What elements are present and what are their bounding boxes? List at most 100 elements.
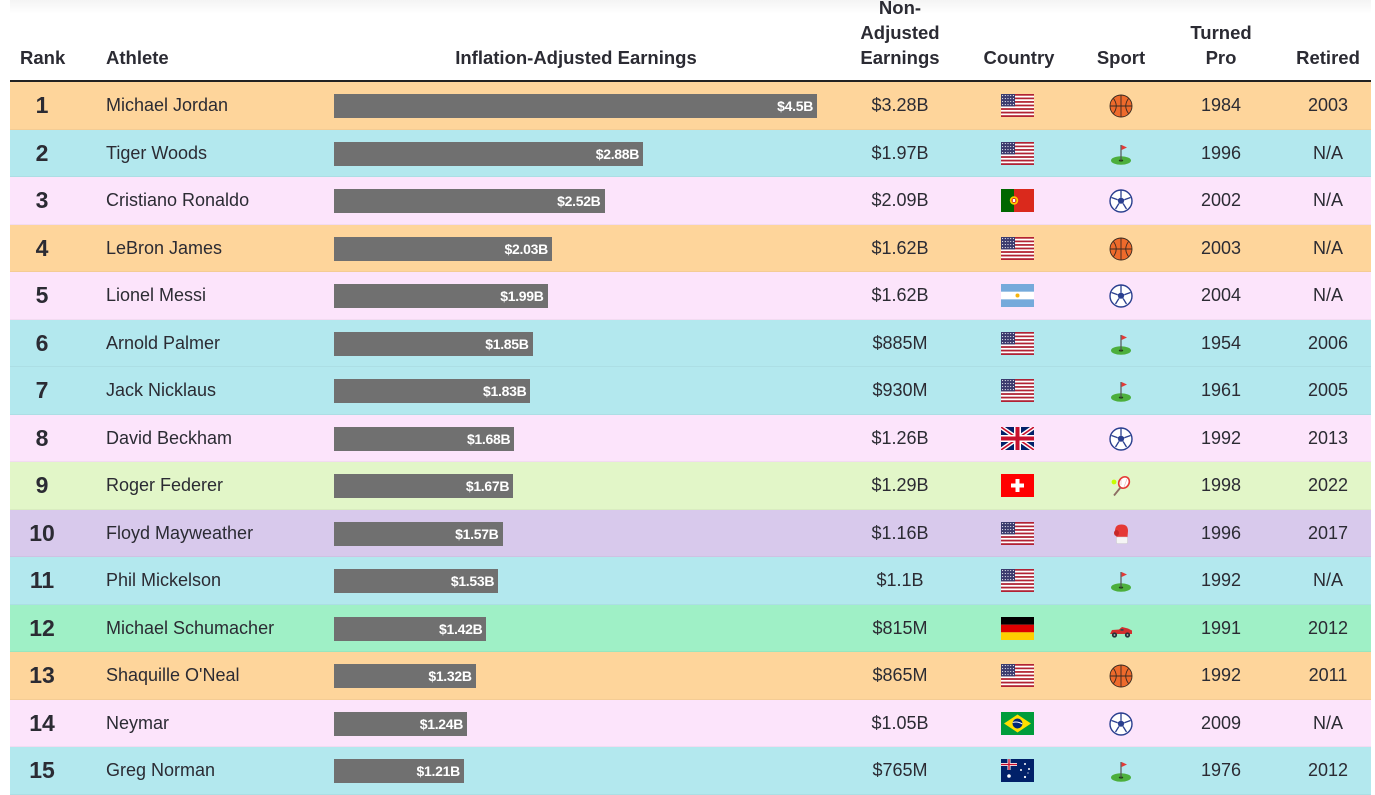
turned-pro-year: 1961: [1200, 380, 1242, 400]
rank-number: 3: [35, 187, 49, 213]
earnings-bar: $1.68B: [334, 426, 515, 451]
flag-de-icon: [1001, 616, 1034, 640]
header-retired[interactable]: Retired: [1296, 47, 1360, 68]
turned-pro-year: 2002: [1200, 190, 1242, 210]
turned-pro-year: 1976: [1200, 760, 1242, 780]
nonadjusted-earnings: $765M: [872, 760, 928, 780]
table-row: 6 Arnold Palmer $1.85B $885M 1954 2006: [10, 319, 1371, 367]
table-row: 5 Lionel Messi $1.99B $1.62B 2004 N/A: [10, 272, 1371, 320]
earnings-table: Rank Athlete Inflation-Adjusted Earnings…: [10, 0, 1371, 795]
header-athlete[interactable]: Athlete: [106, 47, 169, 68]
boxing-glove-icon: [1114, 524, 1128, 544]
turned-pro-year: 1954: [1200, 332, 1242, 353]
earnings-bar-label: $1.99B: [500, 288, 544, 304]
table-row: 12 Michael Schumacher $1.42B $815M 1991 2012: [10, 604, 1371, 652]
header-turned-pro-line-2: Pro: [1205, 47, 1237, 68]
earnings-bar: $1.85B: [334, 331, 533, 356]
retired-year: N/A: [1312, 142, 1344, 163]
table-row: 8 David Beckham $1.68B $1.26B 1992 2013: [10, 414, 1371, 462]
flag-pt-icon: [1001, 189, 1034, 212]
earnings-bar-label: $1.24B: [419, 715, 464, 732]
earnings-bar-label: $1.67B: [465, 478, 510, 494]
header-nonadjusted-line-3: Earnings: [860, 47, 940, 68]
table-row: 9 Roger Federer $1.67B $1.29B 1998 2022: [10, 462, 1371, 510]
table-body: 1 Michael Jordan $4.5B $3.28B 1984 2003 2 Tiger…: [10, 82, 1371, 795]
table-row: 1 Michael Jordan $4.5B $3.28B 1984 2003: [10, 82, 1371, 130]
earnings-bar: $1.24B: [334, 711, 468, 736]
header-sport[interactable]: Sport: [1096, 47, 1146, 68]
earnings-bar: $1.57B: [334, 521, 503, 546]
earnings-bar: $1.99B: [334, 284, 548, 308]
golf-flag-icon: [1111, 144, 1131, 165]
turned-pro-year: 1984: [1200, 95, 1242, 115]
header-rank[interactable]: Rank: [20, 47, 66, 68]
earnings-bar-label: $2.03B: [504, 240, 549, 257]
rank-number: 7: [35, 377, 49, 403]
earnings-bar-label: $4.5B: [777, 98, 813, 114]
athlete-name: David Beckham: [106, 427, 233, 448]
rank-number: 4: [35, 234, 49, 261]
turned-pro-year: 1992: [1200, 427, 1242, 448]
retired-year: 2011: [1308, 665, 1348, 685]
header-country[interactable]: Country: [983, 47, 1055, 68]
header-adjusted-earnings[interactable]: Inflation-Adjusted Earnings: [455, 47, 697, 68]
athlete-name: Phil Mickelson: [106, 570, 222, 590]
golf-flag-icon: [1111, 334, 1131, 355]
tennis-racket-icon: [1111, 476, 1131, 497]
header-turned-pro-line-1: Turned: [1190, 22, 1252, 43]
turned-pro-year: 1996: [1200, 522, 1242, 543]
basketball-icon: [1109, 237, 1133, 260]
athlete-name: Floyd Mayweather: [106, 522, 254, 543]
turned-pro-year: 1992: [1200, 570, 1242, 590]
turned-pro-year: 1998: [1200, 475, 1242, 495]
retired-year: 2003: [1307, 95, 1349, 115]
table-row: 14 Neymar $1.24B $1.05B 2009 N/A: [10, 699, 1371, 747]
header-turned-pro[interactable]: Turned Pro: [1190, 20, 1251, 70]
golf-flag-icon: [1111, 382, 1131, 402]
flag-us-icon: [1001, 141, 1034, 165]
table-row: 15 Greg Norman $1.21B $765M 1976 2012: [10, 747, 1371, 795]
athlete-name: Shaquille O'Neal: [106, 665, 240, 685]
table-row: 7 Jack Nicklaus $1.83B $930M 1961 2005: [10, 367, 1371, 415]
table-row: 4 LeBron James $2.03B $1.62B 2003 N/A: [10, 224, 1371, 272]
header-nonadjusted-earnings[interactable]: Non- Adjusted Earnings: [860, 0, 939, 70]
nonadjusted-earnings: $3.28B: [871, 95, 929, 115]
flag-us-icon: [1001, 664, 1034, 687]
nonadjusted-earnings: $815M: [872, 617, 928, 638]
retired-year: N/A: [1312, 237, 1344, 258]
earnings-bar-label: $1.85B: [485, 335, 529, 352]
earnings-bar: $1.32B: [334, 664, 476, 688]
rank-number: 13: [29, 662, 55, 688]
turned-pro-year: 1991: [1200, 617, 1242, 638]
soccer-ball-icon: [1109, 189, 1133, 213]
table-row: 11 Phil Mickelson $1.53B $1.1B 1992 N/A: [10, 557, 1371, 605]
retired-year: 2013: [1307, 427, 1349, 448]
nonadjusted-earnings: $1.26B: [871, 427, 929, 448]
athlete-name: Cristiano Ronaldo: [106, 190, 250, 210]
earnings-bar: $1.42B: [334, 616, 487, 641]
turned-pro-year: 2004: [1200, 285, 1242, 305]
flag-au-icon: [1001, 759, 1034, 782]
athlete-name: Jack Nicklaus: [106, 380, 217, 400]
retired-year: 2017: [1307, 522, 1349, 543]
retired-year: 2005: [1307, 380, 1349, 400]
nonadjusted-earnings: $1.97B: [871, 142, 929, 163]
rank-number: 11: [29, 567, 55, 593]
earnings-bar-label: $1.32B: [428, 668, 472, 684]
flag-us-icon: [1001, 331, 1034, 355]
athlete-name: Roger Federer: [106, 475, 224, 495]
table-header: Rank Athlete Inflation-Adjusted Earnings…: [10, 0, 1371, 82]
nonadjusted-earnings: $1.1B: [876, 570, 924, 590]
retired-year: 2012: [1307, 617, 1349, 638]
race-car-icon: [1110, 626, 1132, 638]
retired-year: N/A: [1312, 190, 1344, 210]
retired-year: 2012: [1307, 760, 1349, 780]
flag-us-icon: [1001, 521, 1034, 545]
turned-pro-year: 2003: [1200, 237, 1242, 258]
header-nonadjusted-line-2: Adjusted: [860, 22, 940, 43]
soccer-ball-icon: [1109, 426, 1133, 451]
earnings-bar-label: $2.88B: [595, 145, 640, 162]
flag-gb-icon: [1001, 426, 1034, 450]
rank-number: 10: [29, 519, 55, 546]
earnings-bar-label: $1.53B: [450, 573, 495, 589]
